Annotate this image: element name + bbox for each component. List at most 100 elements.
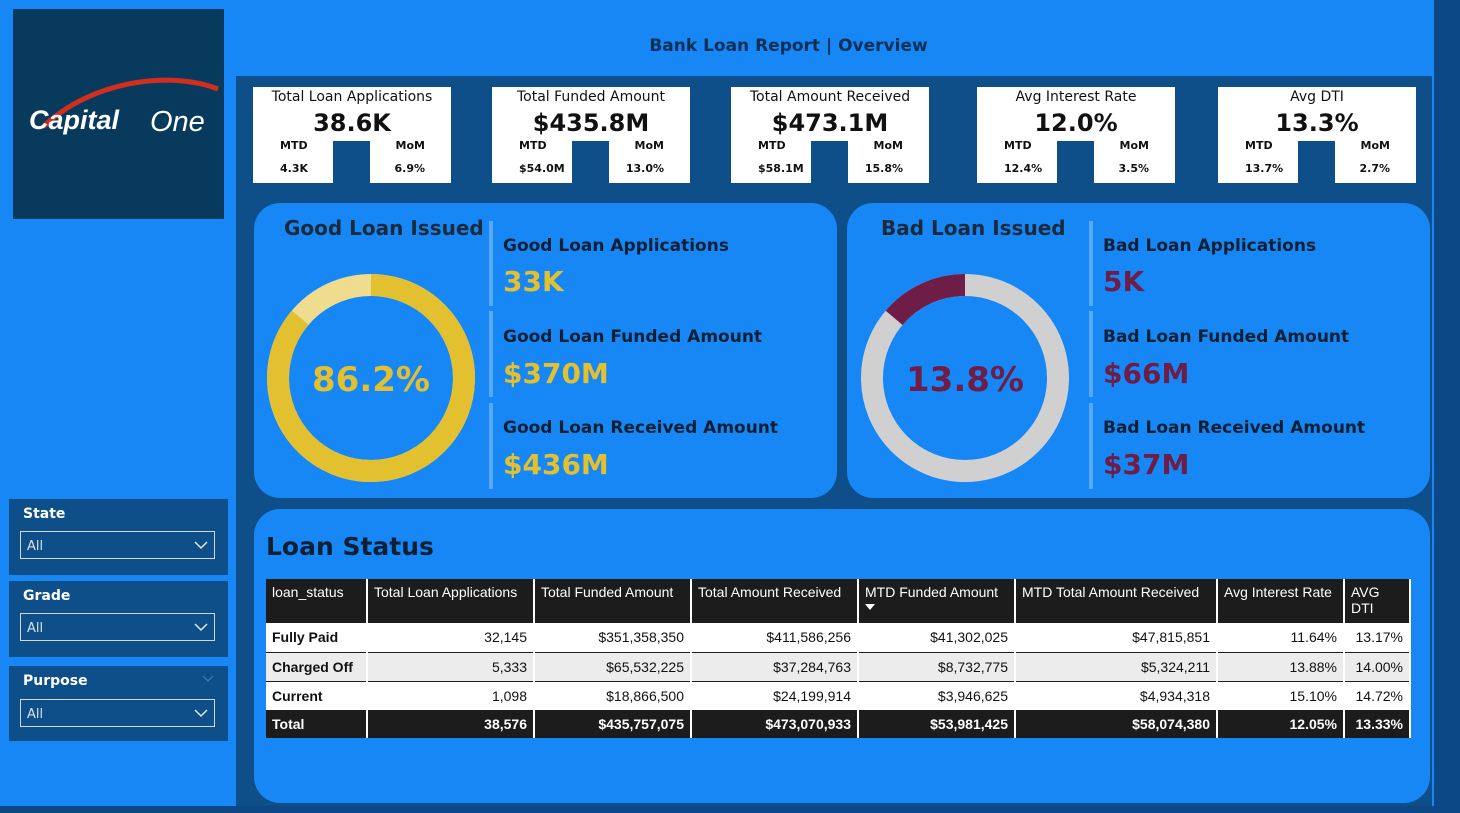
good-loan-donut xyxy=(267,274,475,482)
divider xyxy=(489,221,493,306)
grade-slicer: Grade All xyxy=(9,581,228,657)
table-cell: 13.33% xyxy=(1344,710,1411,738)
divider xyxy=(1089,311,1093,397)
table-cell: $411,586,256 xyxy=(691,623,859,653)
good-loan-donut-arc xyxy=(267,274,475,482)
table-cell: $58,074,380 xyxy=(1015,710,1218,738)
bad-loan-donut-arc xyxy=(861,274,1069,482)
column-header[interactable]: Total Loan Applications xyxy=(367,579,535,623)
purpose-dropdown-value: All xyxy=(27,707,44,722)
kpi-mom-value: 6.9% xyxy=(394,162,425,175)
good-loan-title: Good Loan Issued xyxy=(284,216,484,240)
loan-status-table: loan_status Total Loan Applications Tota… xyxy=(266,579,1411,738)
window-edge-bottom xyxy=(0,806,1434,813)
kpi-spacer xyxy=(811,141,848,183)
table-row[interactable]: Charged Off 5,333 $65,532,225 $37,284,76… xyxy=(266,652,1411,682)
column-header[interactable]: Avg Interest Rate xyxy=(1217,579,1345,623)
table-cell: $47,815,851 xyxy=(1015,623,1218,653)
kpi-title: Avg Interest Rate xyxy=(1015,89,1137,105)
kpi-title: Total Funded Amount xyxy=(516,89,666,105)
capital-one-logo: Capital One xyxy=(13,9,224,219)
kpi-mom-value: 15.8% xyxy=(864,162,903,175)
table-total-row: Total 38,576 $435,757,075 $473,070,933 $… xyxy=(266,710,1411,738)
table-cell: Current xyxy=(266,681,368,711)
kpi-mtd-value: $58.1M xyxy=(758,162,804,175)
table-row[interactable]: Current 1,098 $18,866,500 $24,199,914 $3… xyxy=(266,681,1411,711)
table-cell: $41,302,025 xyxy=(858,623,1016,653)
kpi-mom-value: 13.0% xyxy=(625,162,664,175)
state-dropdown[interactable]: All xyxy=(20,531,215,559)
table-cell: 11.64% xyxy=(1217,623,1345,653)
divider xyxy=(1089,221,1093,306)
kpi-card: Total Amount Received $473.1M MTD $58.1M MoM… xyxy=(731,87,929,183)
grade-dropdown[interactable]: All xyxy=(20,613,215,641)
bad-loan-percent: 13.8% xyxy=(906,360,1024,400)
good-loan-funded-value: $370M xyxy=(503,357,609,390)
kpi-mtd-value: 4.3K xyxy=(280,162,309,175)
table-header-row: loan_status Total Loan Applications Tota… xyxy=(266,579,1411,623)
logo-swoosh-icon: Capital One xyxy=(29,77,219,138)
good-loan-percent: 86.2% xyxy=(312,360,430,400)
table-cell: 14.00% xyxy=(1344,652,1411,682)
kpi-mom-label: MoM xyxy=(873,139,903,152)
kpi-mom-value: 3.5% xyxy=(1118,162,1149,175)
table-cell: $3,946,625 xyxy=(858,681,1016,711)
sort-descending-icon xyxy=(865,604,875,610)
kpi-card: Avg Interest Rate 12.0% MTD 12.4% MoM 3.5% xyxy=(977,87,1175,183)
table-cell: 38,576 xyxy=(367,710,535,738)
state-dropdown-value: All xyxy=(27,539,44,554)
table-row[interactable]: Fully Paid 32,145 $351,358,350 $411,586,… xyxy=(266,623,1411,653)
table-cell: $5,324,211 xyxy=(1015,652,1218,682)
kpi-value: $473.1M xyxy=(771,109,889,137)
table-cell: $37,284,763 xyxy=(691,652,859,682)
column-header[interactable]: Total Amount Received xyxy=(691,579,859,623)
table-cell: 14.72% xyxy=(1344,681,1411,711)
kpi-spacer xyxy=(333,141,370,183)
bad-loan-apps-label: Bad Loan Applications xyxy=(1103,236,1317,256)
table-cell: 1,098 xyxy=(367,681,535,711)
good-loan-received-value: $436M xyxy=(503,448,609,481)
table-cell: $24,199,914 xyxy=(691,681,859,711)
logo-text-capital: Capital xyxy=(29,105,120,135)
kpi-mom-label: MoM xyxy=(1360,139,1390,152)
kpi-mom-label: MoM xyxy=(634,139,664,152)
table-cell: 13.88% xyxy=(1217,652,1345,682)
table-cell: Charged Off xyxy=(266,652,368,682)
table-cell: $53,981,425 xyxy=(858,710,1016,738)
kpi-mtd-value: 13.7% xyxy=(1245,162,1284,175)
report-title: Bank Loan Report | Overview xyxy=(649,36,928,56)
kpi-spacer xyxy=(1057,141,1094,183)
divider xyxy=(489,311,493,397)
table-cell: $351,358,350 xyxy=(534,623,692,653)
divider xyxy=(489,403,493,489)
kpi-value: $435.8M xyxy=(532,109,650,137)
chevron-down-icon xyxy=(194,623,208,632)
table-cell: $473,070,933 xyxy=(691,710,859,738)
bad-loan-card: Bad Loan Issued 13.8% Bad Loan Applicati… xyxy=(847,203,1430,498)
good-loan-received-label: Good Loan Received Amount xyxy=(503,418,779,438)
table-cell: 15.10% xyxy=(1217,681,1345,711)
column-header-sorted[interactable]: MTD Funded Amount xyxy=(858,579,1016,623)
kpi-value: 38.6K xyxy=(313,109,391,137)
grade-dropdown-value: All xyxy=(27,621,44,636)
column-header[interactable]: Total Funded Amount xyxy=(534,579,692,623)
purpose-dropdown[interactable]: All xyxy=(20,699,215,727)
kpi-spacer xyxy=(1298,141,1335,183)
kpi-value: 12.0% xyxy=(1034,109,1118,137)
collapse-chevron-icon[interactable] xyxy=(202,675,214,682)
table-cell: 32,145 xyxy=(367,623,535,653)
kpi-title: Total Loan Applications xyxy=(271,89,433,105)
kpi-mtd-label: MTD xyxy=(758,139,786,152)
table-cell: $65,532,225 xyxy=(534,652,692,682)
state-slicer-label: State xyxy=(23,506,66,522)
kpi-title: Total Amount Received xyxy=(749,89,911,105)
logo-text-one: One xyxy=(150,106,205,138)
column-header-label: MTD Funded Amount xyxy=(865,584,999,600)
chevron-down-icon xyxy=(194,709,208,718)
column-header[interactable]: AVG DTI xyxy=(1344,579,1411,623)
column-header[interactable]: loan_status xyxy=(266,579,368,623)
kpi-spacer xyxy=(572,141,609,183)
column-header[interactable]: MTD Total Amount Received xyxy=(1015,579,1218,623)
bad-loan-title: Bad Loan Issued xyxy=(881,216,1066,240)
table-cell: Fully Paid xyxy=(266,623,368,653)
